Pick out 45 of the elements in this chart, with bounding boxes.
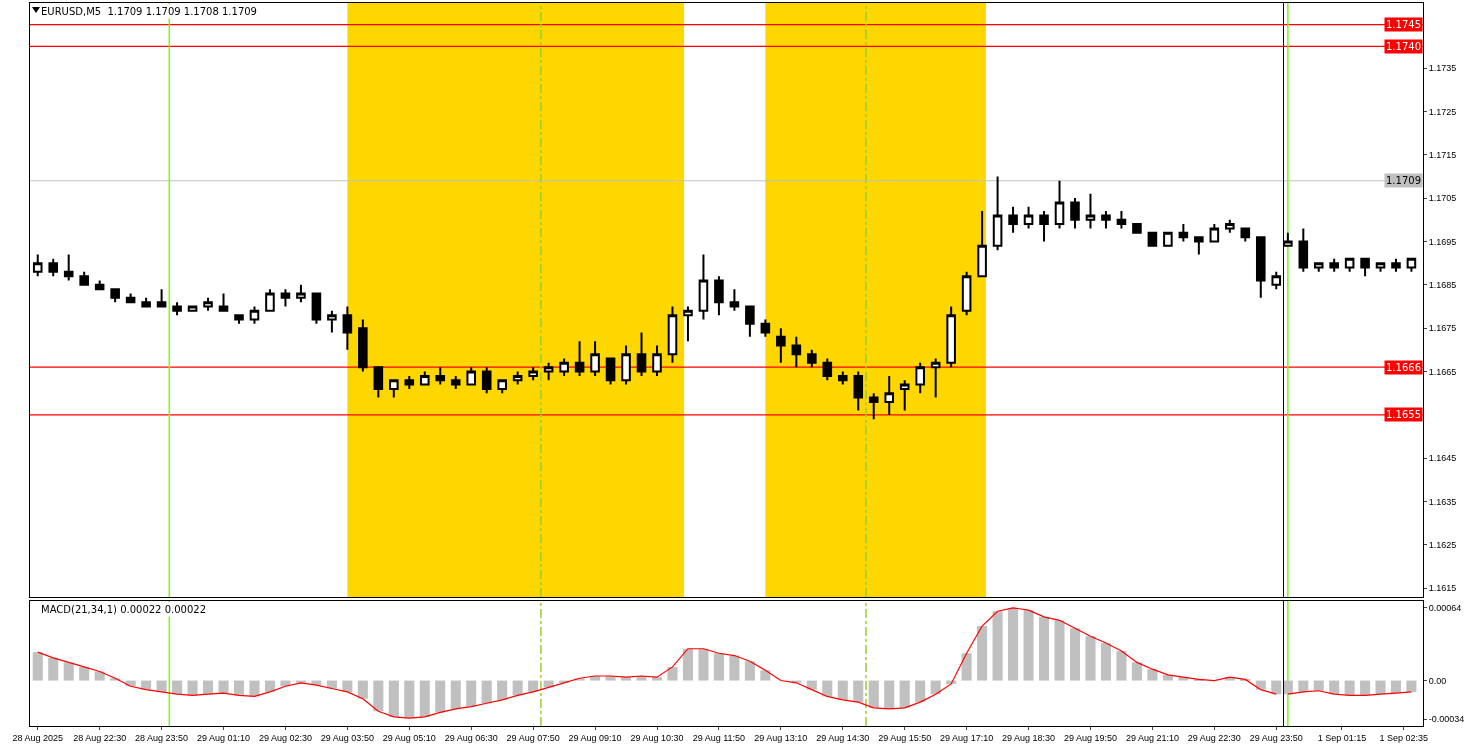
x-tick-label: 1 Sep 01:15 — [1317, 732, 1366, 743]
x-tick-label: 29 Aug 02:30 — [258, 732, 312, 743]
chart-title: MACD(21,34,1) 0.00022 0.00022 — [41, 604, 207, 615]
y-tick-label: 1.1725 — [1428, 106, 1457, 117]
x-tick-label: 29 Aug 22:30 — [1187, 732, 1241, 743]
y-tick-label: 0.00 — [1428, 675, 1447, 686]
x-tick-label: 29 Aug 01:10 — [196, 732, 251, 743]
y-tick-label: 1.1735 — [1428, 63, 1457, 74]
x-tick-label: 29 Aug 11:50 — [692, 732, 746, 743]
x-tick-label: 28 Aug 2025 — [12, 732, 64, 743]
x-tick-label: 29 Aug 17:10 — [940, 732, 994, 743]
y-tick-label: 1.1645 — [1428, 453, 1457, 464]
y-tick-label: 1.1625 — [1428, 540, 1457, 551]
y-tick-label: 1.1695 — [1428, 236, 1457, 247]
x-tick-label: 29 Aug 15:50 — [878, 732, 932, 743]
y-tick-label: 1.1705 — [1428, 193, 1457, 204]
y-tick-label: 1.1685 — [1428, 279, 1457, 290]
y-tick-label: 1.1635 — [1428, 496, 1457, 507]
ref-line-label: 1.1666 — [1385, 362, 1421, 373]
x-tick-label: 28 Aug 22:30 — [73, 732, 127, 743]
x-tick-label: 29 Aug 10:30 — [630, 732, 684, 743]
x-tick-label: 29 Aug 09:10 — [568, 732, 622, 743]
x-tick-label: 29 Aug 03:50 — [320, 732, 374, 743]
y-tick-label: 1.1715 — [1428, 149, 1457, 160]
x-tick-label: 29 Aug 13:10 — [754, 732, 808, 743]
y-tick-label: 1.1665 — [1428, 366, 1457, 377]
x-tick-label: 29 Aug 21:10 — [1125, 732, 1179, 743]
ref-line-label: 1.1709 — [1385, 175, 1421, 186]
x-tick-label: 29 Aug 05:10 — [382, 732, 436, 743]
ref-line-label: 1.1655 — [1385, 409, 1421, 420]
y-tick-label: 1.1675 — [1428, 323, 1457, 334]
x-tick-label: 29 Aug 14:30 — [816, 732, 870, 743]
y-tick-label: -0.00034 — [1428, 714, 1465, 725]
x-tick-label: 29 Aug 07:50 — [506, 732, 560, 743]
ref-line-label: 1.1740 — [1385, 41, 1421, 52]
x-tick-label: 1 Sep 02:35 — [1379, 732, 1428, 743]
x-tick-label: 29 Aug 06:30 — [444, 732, 498, 743]
y-tick-label: 0.00064 — [1428, 602, 1462, 613]
x-tick-label: 28 Aug 23:50 — [135, 732, 189, 743]
x-tick-label: 29 Aug 18:30 — [1002, 732, 1056, 743]
ref-line-label: 1.1745 — [1385, 19, 1421, 30]
x-tick-label: 29 Aug 19:50 — [1063, 732, 1118, 743]
y-tick-label: 1.1615 — [1428, 583, 1457, 594]
x-tick-label: 29 Aug 23:50 — [1249, 732, 1303, 743]
chart-title: EURUSD,M5 1.1709 1.1709 1.1708 1.1709 — [41, 6, 257, 17]
